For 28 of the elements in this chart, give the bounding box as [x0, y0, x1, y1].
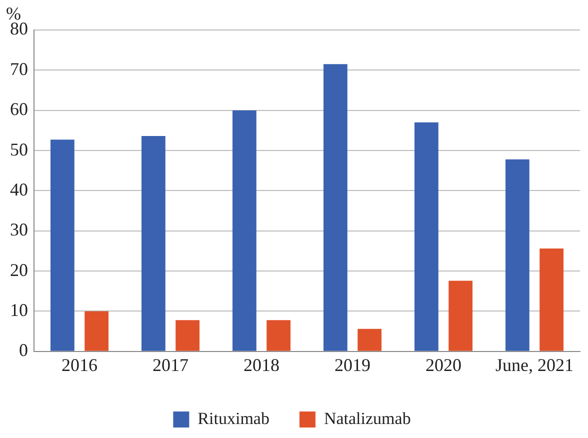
- y-tick-label: 30: [10, 220, 28, 240]
- y-tick-label: 50: [10, 139, 28, 160]
- x-tick-label: June, 2021: [496, 354, 574, 375]
- bar: [505, 159, 530, 351]
- bar: [176, 320, 200, 351]
- bar: [84, 311, 109, 351]
- x-tick-label: 2019: [334, 354, 370, 375]
- x-tick-label: 2018: [244, 354, 280, 375]
- y-tick-label: 20: [10, 260, 28, 280]
- bar: [448, 280, 473, 351]
- x-tick-label: 2016: [62, 354, 98, 375]
- bar: [323, 64, 348, 351]
- bar: [540, 248, 564, 351]
- legend-label: Natalizumab: [324, 408, 411, 428]
- y-tick-label: 60: [10, 99, 28, 120]
- x-tick-label: 2020: [426, 354, 462, 375]
- legend-label: Rituximab: [198, 408, 270, 428]
- y-tick-label: 40: [10, 179, 28, 200]
- bar: [358, 328, 382, 351]
- bar: [141, 136, 166, 351]
- bar: [266, 320, 291, 351]
- y-tick-label: 0: [19, 340, 28, 360]
- y-tick-label: 70: [10, 58, 28, 79]
- x-tick-label: 2017: [152, 354, 188, 375]
- bar: [232, 110, 256, 351]
- bar: [414, 122, 438, 351]
- bar: [50, 140, 74, 351]
- y-tick-label: 10: [10, 300, 28, 320]
